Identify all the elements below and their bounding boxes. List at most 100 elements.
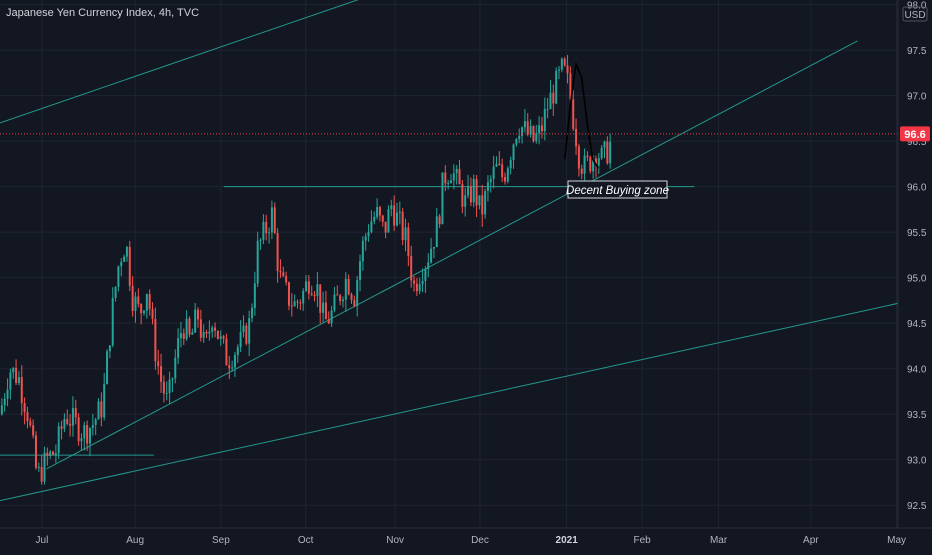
candle-body: [52, 451, 55, 455]
candle-body: [228, 365, 231, 369]
candle-body: [558, 69, 561, 71]
annotation-box[interactable]: Decent Buying zone: [566, 180, 669, 199]
candle-body: [509, 160, 512, 169]
candle-body: [71, 408, 74, 426]
candle-body: [248, 318, 251, 344]
candle-body: [279, 270, 282, 273]
candle-body: [407, 227, 410, 256]
candle-body: [125, 246, 128, 257]
candle-body: [313, 294, 316, 296]
candle-body: [140, 304, 143, 314]
candle-body: [575, 128, 578, 147]
price-tick-label: 94.0: [907, 365, 927, 376]
time-axis[interactable]: [0, 528, 932, 550]
time-tick-label: 2021: [556, 535, 579, 546]
price-tick-label: 96.5: [907, 137, 927, 148]
currency-badge[interactable]: [902, 6, 928, 22]
candle-body: [367, 232, 370, 237]
candle-body: [270, 207, 273, 233]
time-tick-label: Oct: [298, 535, 314, 546]
candle-body: [327, 319, 330, 324]
candle-body: [370, 221, 373, 233]
candle-body: [148, 294, 151, 309]
candle-body: [376, 207, 379, 217]
candle-body: [106, 351, 109, 385]
candle-body: [543, 109, 546, 132]
candle-body: [384, 221, 387, 233]
candle-body: [424, 269, 427, 281]
candle-body: [603, 141, 606, 148]
candle-body: [441, 172, 444, 225]
candle-body: [46, 452, 49, 456]
price-axis[interactable]: [898, 0, 932, 528]
candle-body: [449, 180, 452, 184]
candle-body: [322, 302, 325, 313]
candle-body: [589, 157, 592, 172]
candle-body: [438, 216, 441, 225]
candle-body: [128, 246, 131, 286]
candle-body: [142, 310, 145, 314]
candle-body: [216, 330, 219, 339]
candle-body: [421, 280, 424, 285]
candle-body: [9, 372, 12, 390]
candle-body: [276, 233, 279, 271]
candle-body: [251, 307, 254, 319]
candle-body: [285, 276, 288, 283]
candle-body: [373, 216, 376, 222]
candle-body: [481, 195, 484, 215]
trendline: [0, 0, 359, 124]
price-axis-labels: 92.5 93.0 93.5 94.0 94.5 95.0 95.5 96.0 96.5 97.0…: [907, 1, 927, 513]
time-tick-label: Aug: [126, 535, 144, 546]
candle-body: [361, 240, 364, 262]
candle-body: [444, 172, 447, 184]
candle-body: [364, 236, 367, 241]
candle-body: [387, 209, 390, 233]
candle-body: [15, 367, 18, 384]
candle-body: [506, 168, 509, 182]
candle-body: [435, 216, 438, 248]
price-tick-label: 95.5: [907, 228, 927, 239]
time-tick-label: May: [887, 535, 906, 546]
candle-body: [80, 438, 83, 442]
candle-body: [199, 319, 202, 338]
candle-body: [600, 147, 603, 159]
candle-body: [526, 121, 529, 135]
candle-body: [586, 155, 589, 158]
candle-body: [145, 294, 148, 311]
price-tick-label: 93.0: [907, 456, 927, 467]
price-tick-label: 98.0: [907, 1, 927, 12]
candle-body: [415, 283, 418, 292]
trendline-layer[interactable]: [0, 0, 932, 502]
candle-body: [353, 299, 356, 307]
time-tick-label: Nov: [386, 535, 404, 546]
candle-body: [290, 305, 293, 307]
trendline: [46, 40, 858, 470]
drawing-layer[interactable]: [563, 62, 600, 169]
candle-body: [17, 377, 20, 384]
candle-body: [91, 424, 94, 429]
candle-body: [330, 310, 333, 324]
candle-body: [512, 144, 515, 161]
candle-body: [282, 272, 285, 277]
candle-body: [74, 408, 77, 418]
candle-body: [259, 239, 262, 241]
candle-body: [32, 425, 35, 436]
candle-body: [455, 168, 458, 174]
candle-body: [83, 425, 86, 439]
candle-body: [583, 155, 586, 174]
candle-body: [447, 183, 450, 185]
candle-body: [478, 195, 481, 206]
candle-body: [504, 177, 507, 182]
candle-body: [233, 354, 236, 368]
candle-body: [151, 308, 154, 320]
candle-body: [472, 178, 475, 203]
candle-body: [458, 168, 461, 185]
candle-body: [49, 451, 52, 456]
candle-body: [555, 70, 558, 104]
price-tick-label: 93.5: [907, 410, 927, 421]
candle-body: [202, 332, 205, 338]
candle-body: [341, 299, 344, 302]
candle-body: [94, 419, 97, 425]
